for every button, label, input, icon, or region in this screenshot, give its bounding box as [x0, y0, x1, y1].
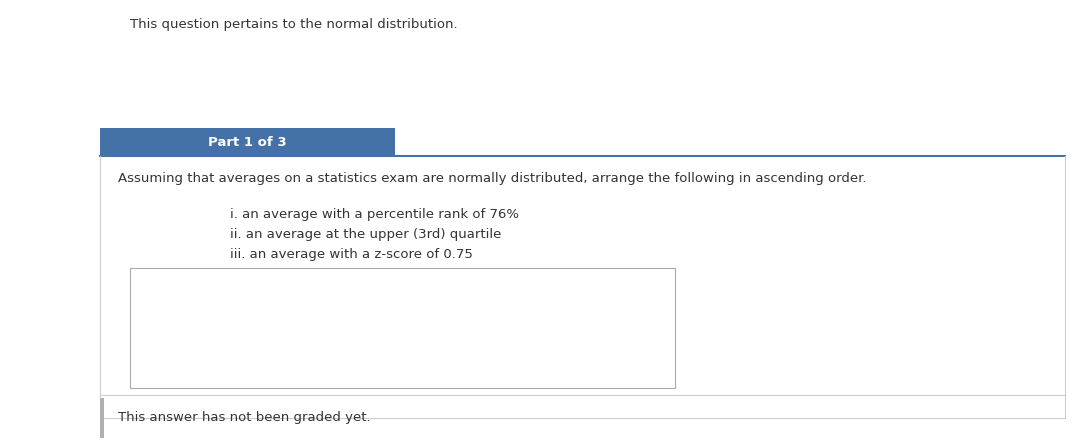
- Text: ii. an average at the upper (3rd) quartile: ii. an average at the upper (3rd) quarti…: [230, 228, 501, 241]
- Text: Part 1 of 3: Part 1 of 3: [208, 135, 287, 148]
- Text: This question pertains to the normal distribution.: This question pertains to the normal dis…: [130, 18, 458, 31]
- Bar: [130, 268, 675, 388]
- Bar: [100, 128, 395, 156]
- Text: i. an average with a percentile rank of 76%: i. an average with a percentile rank of …: [230, 208, 519, 221]
- Text: iii. an average with a z-score of 0.75: iii. an average with a z-score of 0.75: [230, 248, 473, 261]
- Text: Assuming that averages on a statistics exam are normally distributed, arrange th: Assuming that averages on a statistics e…: [118, 172, 866, 185]
- Bar: [100, 398, 104, 438]
- Text: This answer has not been graded yet.: This answer has not been graded yet.: [118, 412, 370, 425]
